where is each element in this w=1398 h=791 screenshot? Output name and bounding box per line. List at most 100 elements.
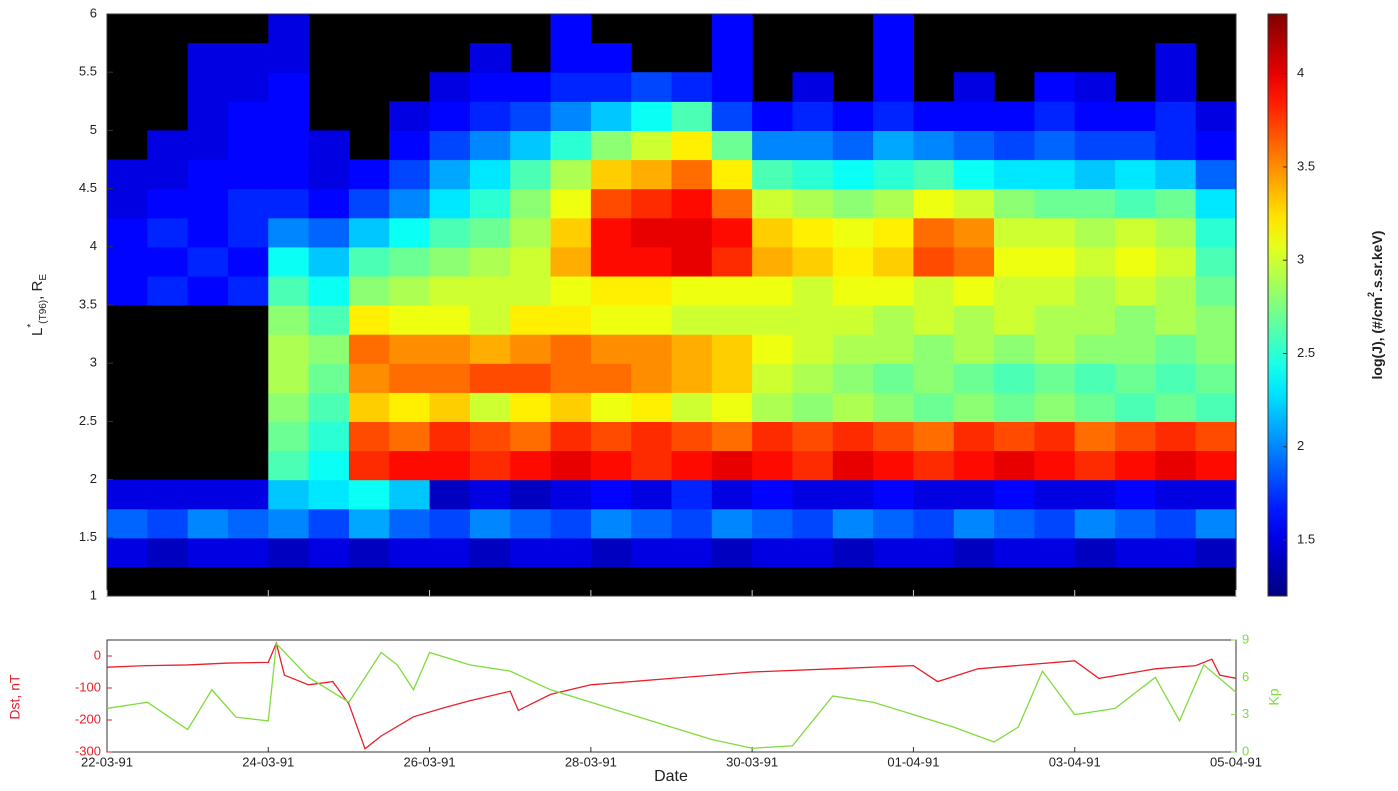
heatmap-cell xyxy=(954,334,995,364)
heatmap-cell xyxy=(591,72,632,102)
heatmap-cell xyxy=(873,538,914,568)
heatmap-cell xyxy=(268,101,309,131)
heatmap-cell xyxy=(833,392,874,422)
heatmap-cell xyxy=(389,509,430,539)
heatmap-cell xyxy=(1115,480,1156,510)
heatmap-cell xyxy=(1034,189,1075,219)
heatmap-cell xyxy=(994,421,1035,451)
heatmap-cell xyxy=(712,160,753,190)
heatmap-cell xyxy=(712,43,753,73)
heatmap-cell xyxy=(510,101,551,131)
heatmap-cell xyxy=(551,247,592,277)
heatmap-cell xyxy=(268,509,309,539)
heatmap-cell xyxy=(147,480,188,510)
heatmap-cell xyxy=(268,247,309,277)
heatmap-cell xyxy=(1034,451,1075,481)
y-tick-label: 3.5 xyxy=(79,296,97,311)
heatmap-cell xyxy=(228,43,269,73)
heatmap-cell xyxy=(913,247,954,277)
heatmap-cell xyxy=(188,276,229,306)
heatmap-cell xyxy=(752,363,793,393)
y-tick-label: 1.5 xyxy=(79,529,97,544)
heatmap-cell xyxy=(349,509,390,539)
heatmap-cell xyxy=(591,363,632,393)
heatmap-cell xyxy=(792,363,833,393)
heatmap-cell xyxy=(792,189,833,219)
y-tick-label: 3 xyxy=(90,355,97,370)
heatmap-cell xyxy=(188,160,229,190)
heatmap-cell xyxy=(1155,189,1196,219)
heatmap-cell xyxy=(349,189,390,219)
heatmap-cell xyxy=(631,130,672,160)
heatmap-cell xyxy=(954,451,995,481)
heatmap-cell xyxy=(752,334,793,364)
heatmap-cell xyxy=(309,451,350,481)
heatmap-cell xyxy=(954,509,995,539)
heatmap-cell xyxy=(430,451,471,481)
heatmap-cell xyxy=(913,276,954,306)
heatmap-cell xyxy=(752,305,793,335)
heatmap-cell xyxy=(1075,160,1116,190)
heatmap-cell xyxy=(470,538,511,568)
heatmap-cell xyxy=(954,538,995,568)
heatmap-cell xyxy=(752,189,793,219)
heatmap-cell xyxy=(389,480,430,510)
heatmap-cell xyxy=(792,480,833,510)
heatmap-cell xyxy=(1196,189,1237,219)
heatmap-cell xyxy=(430,247,471,277)
heatmap-cell xyxy=(954,72,995,102)
heatmap-cell xyxy=(792,72,833,102)
heatmap-cell xyxy=(591,421,632,451)
heatmap-cell xyxy=(672,72,713,102)
heatmap-cell xyxy=(470,305,511,335)
heatmap-cell xyxy=(1075,189,1116,219)
heatmap-cell xyxy=(1155,43,1196,73)
heatmap-cell xyxy=(1034,509,1075,539)
heatmap-cell xyxy=(752,101,793,131)
heatmap-cell xyxy=(1155,276,1196,306)
heatmap-cell xyxy=(954,130,995,160)
heatmap-cell xyxy=(672,392,713,422)
heatmap-cell xyxy=(228,218,269,248)
heatmap-cell xyxy=(833,451,874,481)
label-part: , R xyxy=(29,281,46,300)
heatmap-cell xyxy=(833,509,874,539)
heatmap-cell xyxy=(1155,160,1196,190)
heatmap-cell xyxy=(309,334,350,364)
heatmap-cell xyxy=(631,363,672,393)
heatmap-cell xyxy=(631,334,672,364)
dst-axis-label: Dst, nT xyxy=(7,674,23,720)
heatmap-cell xyxy=(1075,363,1116,393)
heatmap-cell xyxy=(913,480,954,510)
heatmap-cell xyxy=(712,14,753,44)
heatmap-cell xyxy=(913,451,954,481)
heatmap-cell xyxy=(430,538,471,568)
heatmap-cell xyxy=(712,130,753,160)
heatmap-cell xyxy=(591,334,632,364)
heatmap-cell xyxy=(954,480,995,510)
heatmap-cell xyxy=(591,538,632,568)
heatmap-cell xyxy=(954,101,995,131)
heatmap-cell xyxy=(389,189,430,219)
heatmap-cell xyxy=(430,334,471,364)
heatmap-cell xyxy=(1196,160,1237,190)
heatmap-cell xyxy=(1075,509,1116,539)
heatmap-cell xyxy=(349,218,390,248)
heatmap-cell xyxy=(833,334,874,364)
heatmap-cell xyxy=(672,305,713,335)
heatmap-cell xyxy=(792,334,833,364)
heatmap-cell xyxy=(188,189,229,219)
heatmap-cell xyxy=(994,160,1035,190)
heatmap-cell xyxy=(631,538,672,568)
heatmap-cell xyxy=(994,305,1035,335)
heatmap-cell xyxy=(1075,421,1116,451)
heatmap-cell xyxy=(873,43,914,73)
heatmap-cell xyxy=(631,247,672,277)
heatmap-cell xyxy=(147,276,188,306)
heatmap-cell xyxy=(188,509,229,539)
heatmap-cell xyxy=(510,509,551,539)
heatmap-cell xyxy=(430,509,471,539)
heatmap-cell xyxy=(994,480,1035,510)
heatmap-cell xyxy=(712,451,753,481)
heatmap-cell xyxy=(268,334,309,364)
